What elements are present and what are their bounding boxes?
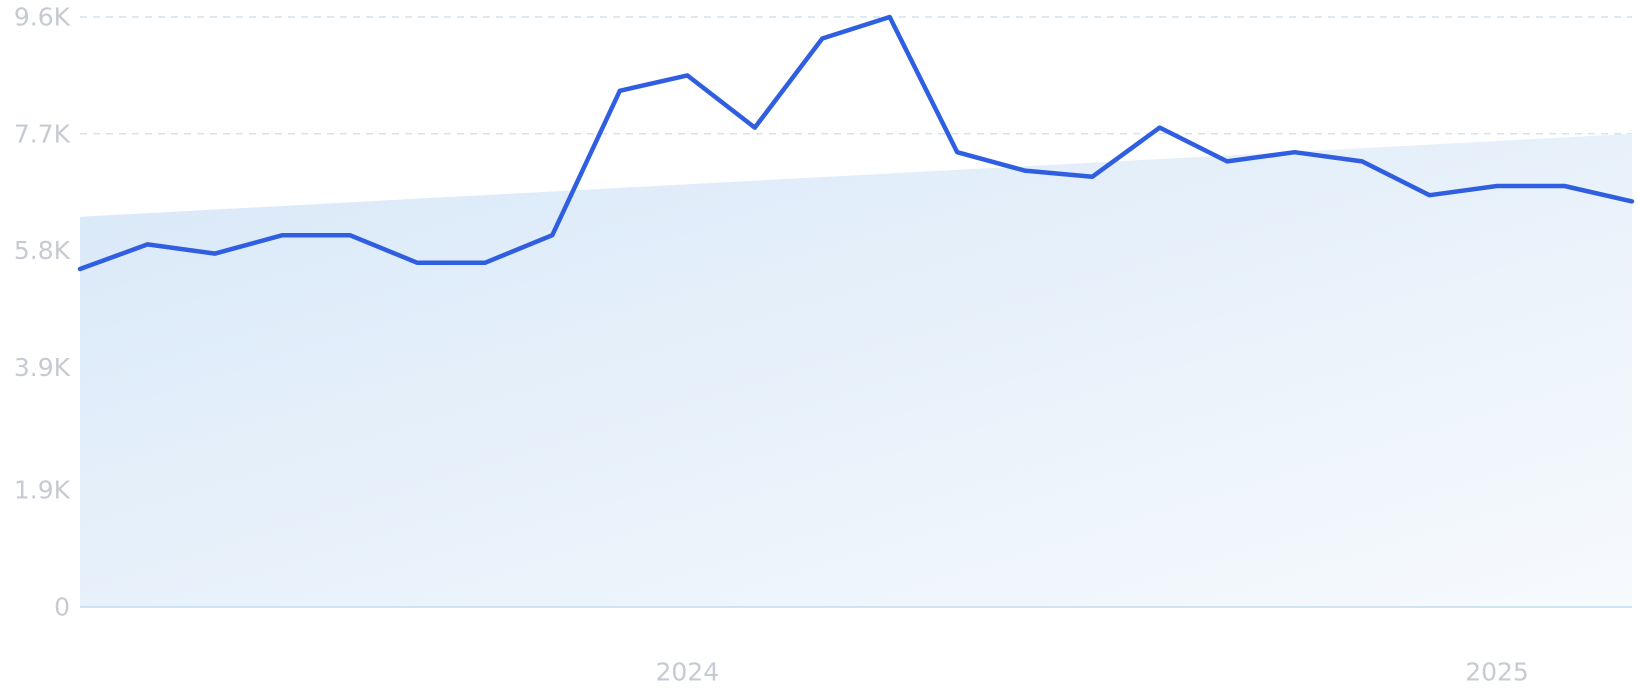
trend-area: [80, 133, 1632, 608]
y-axis-labels: 0 1.9K 3.9K 5.8K 7.7K 9.6K: [14, 3, 71, 622]
series-line: [77, 14, 1635, 272]
y-tick-label: 5.8K: [14, 236, 71, 265]
series-layer: [77, 14, 1635, 272]
x-axis-labels: 2024 2025: [655, 658, 1528, 687]
x-tick-label: 2025: [1465, 658, 1529, 687]
y-tick-label: 0: [54, 593, 70, 622]
y-tick-label: 9.6K: [14, 3, 71, 32]
y-tick-label: 7.7K: [14, 119, 71, 148]
x-tick-label: 2024: [655, 658, 719, 687]
y-tick-label: 3.9K: [14, 353, 71, 382]
y-tick-label: 1.9K: [14, 476, 71, 505]
